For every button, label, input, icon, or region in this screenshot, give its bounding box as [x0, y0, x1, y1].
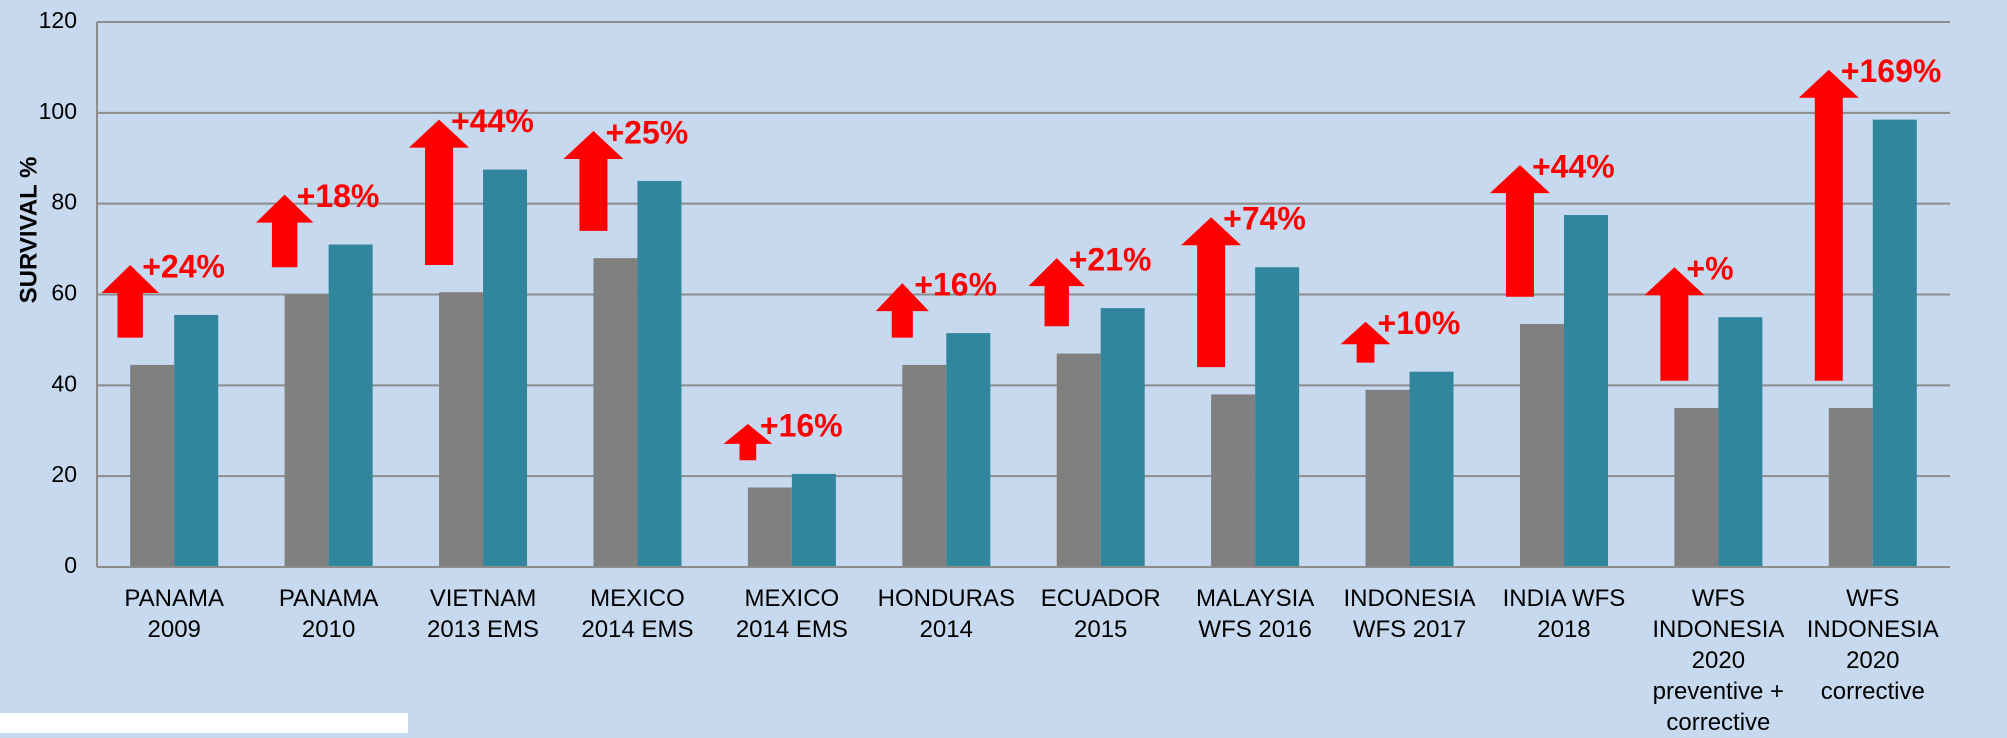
bar: [902, 364, 947, 567]
annotation: +16%: [760, 407, 843, 443]
bar: [1563, 215, 1608, 568]
x-tick-label: MALAYSIA WFS 2016: [1195, 585, 1315, 643]
x-tick-label: ECUADOR 2015: [1040, 585, 1161, 643]
bar: [130, 364, 175, 567]
bar: [791, 473, 836, 567]
annotation: +%: [1686, 251, 1733, 287]
y-tick-label: 0: [64, 552, 77, 578]
bar: [593, 258, 638, 567]
arrow: [1340, 321, 1391, 363]
logo-box: [0, 713, 408, 733]
arrow: [875, 283, 929, 338]
annotation: +18%: [297, 178, 380, 214]
arrow: [563, 131, 624, 231]
bar: [483, 169, 528, 567]
x-tick-label: HONDURAS 2014: [877, 585, 1015, 643]
x-tick-label: INDIA WFS 2018: [1502, 585, 1626, 643]
y-tick-label: 100: [39, 98, 77, 124]
x-tick-label: VIETNAM 2013 EMS: [426, 585, 540, 643]
bar: [1674, 408, 1719, 567]
annotation: +169%: [1841, 53, 1942, 89]
annotation: +44%: [1532, 149, 1615, 185]
y-tick-label: 20: [51, 461, 77, 487]
arrow: [101, 264, 159, 338]
bar: [1365, 389, 1410, 567]
y-tick-label: 60: [51, 280, 77, 306]
bar: [1255, 267, 1300, 567]
y-tick-label: 120: [39, 7, 77, 33]
x-tick-label: PANAMA 2010: [278, 585, 379, 643]
x-tick-label: INDONESIA WFS 2017: [1343, 585, 1476, 643]
arrow: [1489, 165, 1550, 297]
arrow: [255, 194, 314, 268]
y-tick-label: 40: [51, 370, 77, 396]
bar: [1519, 324, 1564, 567]
bar: [1211, 394, 1256, 567]
x-tick-label: MEXICO 2014 EMS: [735, 585, 848, 643]
bar: [1872, 119, 1917, 567]
bar: [1718, 317, 1763, 567]
bar: [1100, 308, 1145, 567]
arrow: [1181, 217, 1242, 368]
bar: [1409, 371, 1454, 567]
arrow: [1028, 258, 1085, 327]
bar: [1828, 408, 1873, 567]
annotation: +10%: [1378, 305, 1461, 341]
annotation: +16%: [914, 267, 997, 303]
bar: [1056, 353, 1101, 567]
y-tick-label: 80: [51, 189, 77, 215]
bar: [946, 333, 991, 567]
bar: [284, 294, 329, 567]
x-tick-label: MEXICO 2014 EMS: [581, 585, 694, 643]
arrow: [1798, 69, 1859, 381]
arrow: [723, 423, 773, 461]
x-tick-label: PANAMA 2009: [124, 585, 224, 643]
bar: [328, 244, 373, 567]
x-tick-label: WFS INDONESIA 2020 corrective: [1806, 585, 1939, 705]
annotation: +74%: [1223, 201, 1306, 237]
bar: [747, 487, 792, 567]
annotation: +44%: [451, 103, 534, 139]
arrow: [1644, 267, 1705, 381]
bar: [637, 180, 682, 568]
annotation: +24%: [142, 248, 225, 284]
y-axis-title: SURVIVAL %: [15, 157, 42, 304]
bar: [439, 292, 484, 567]
annotation: +21%: [1069, 242, 1152, 278]
arrow: [409, 119, 470, 265]
bar: [174, 314, 219, 567]
x-tick-label: WFS INDONESIA 2020 preventive + correcti…: [1652, 585, 1785, 736]
annotation: +25%: [605, 114, 688, 150]
